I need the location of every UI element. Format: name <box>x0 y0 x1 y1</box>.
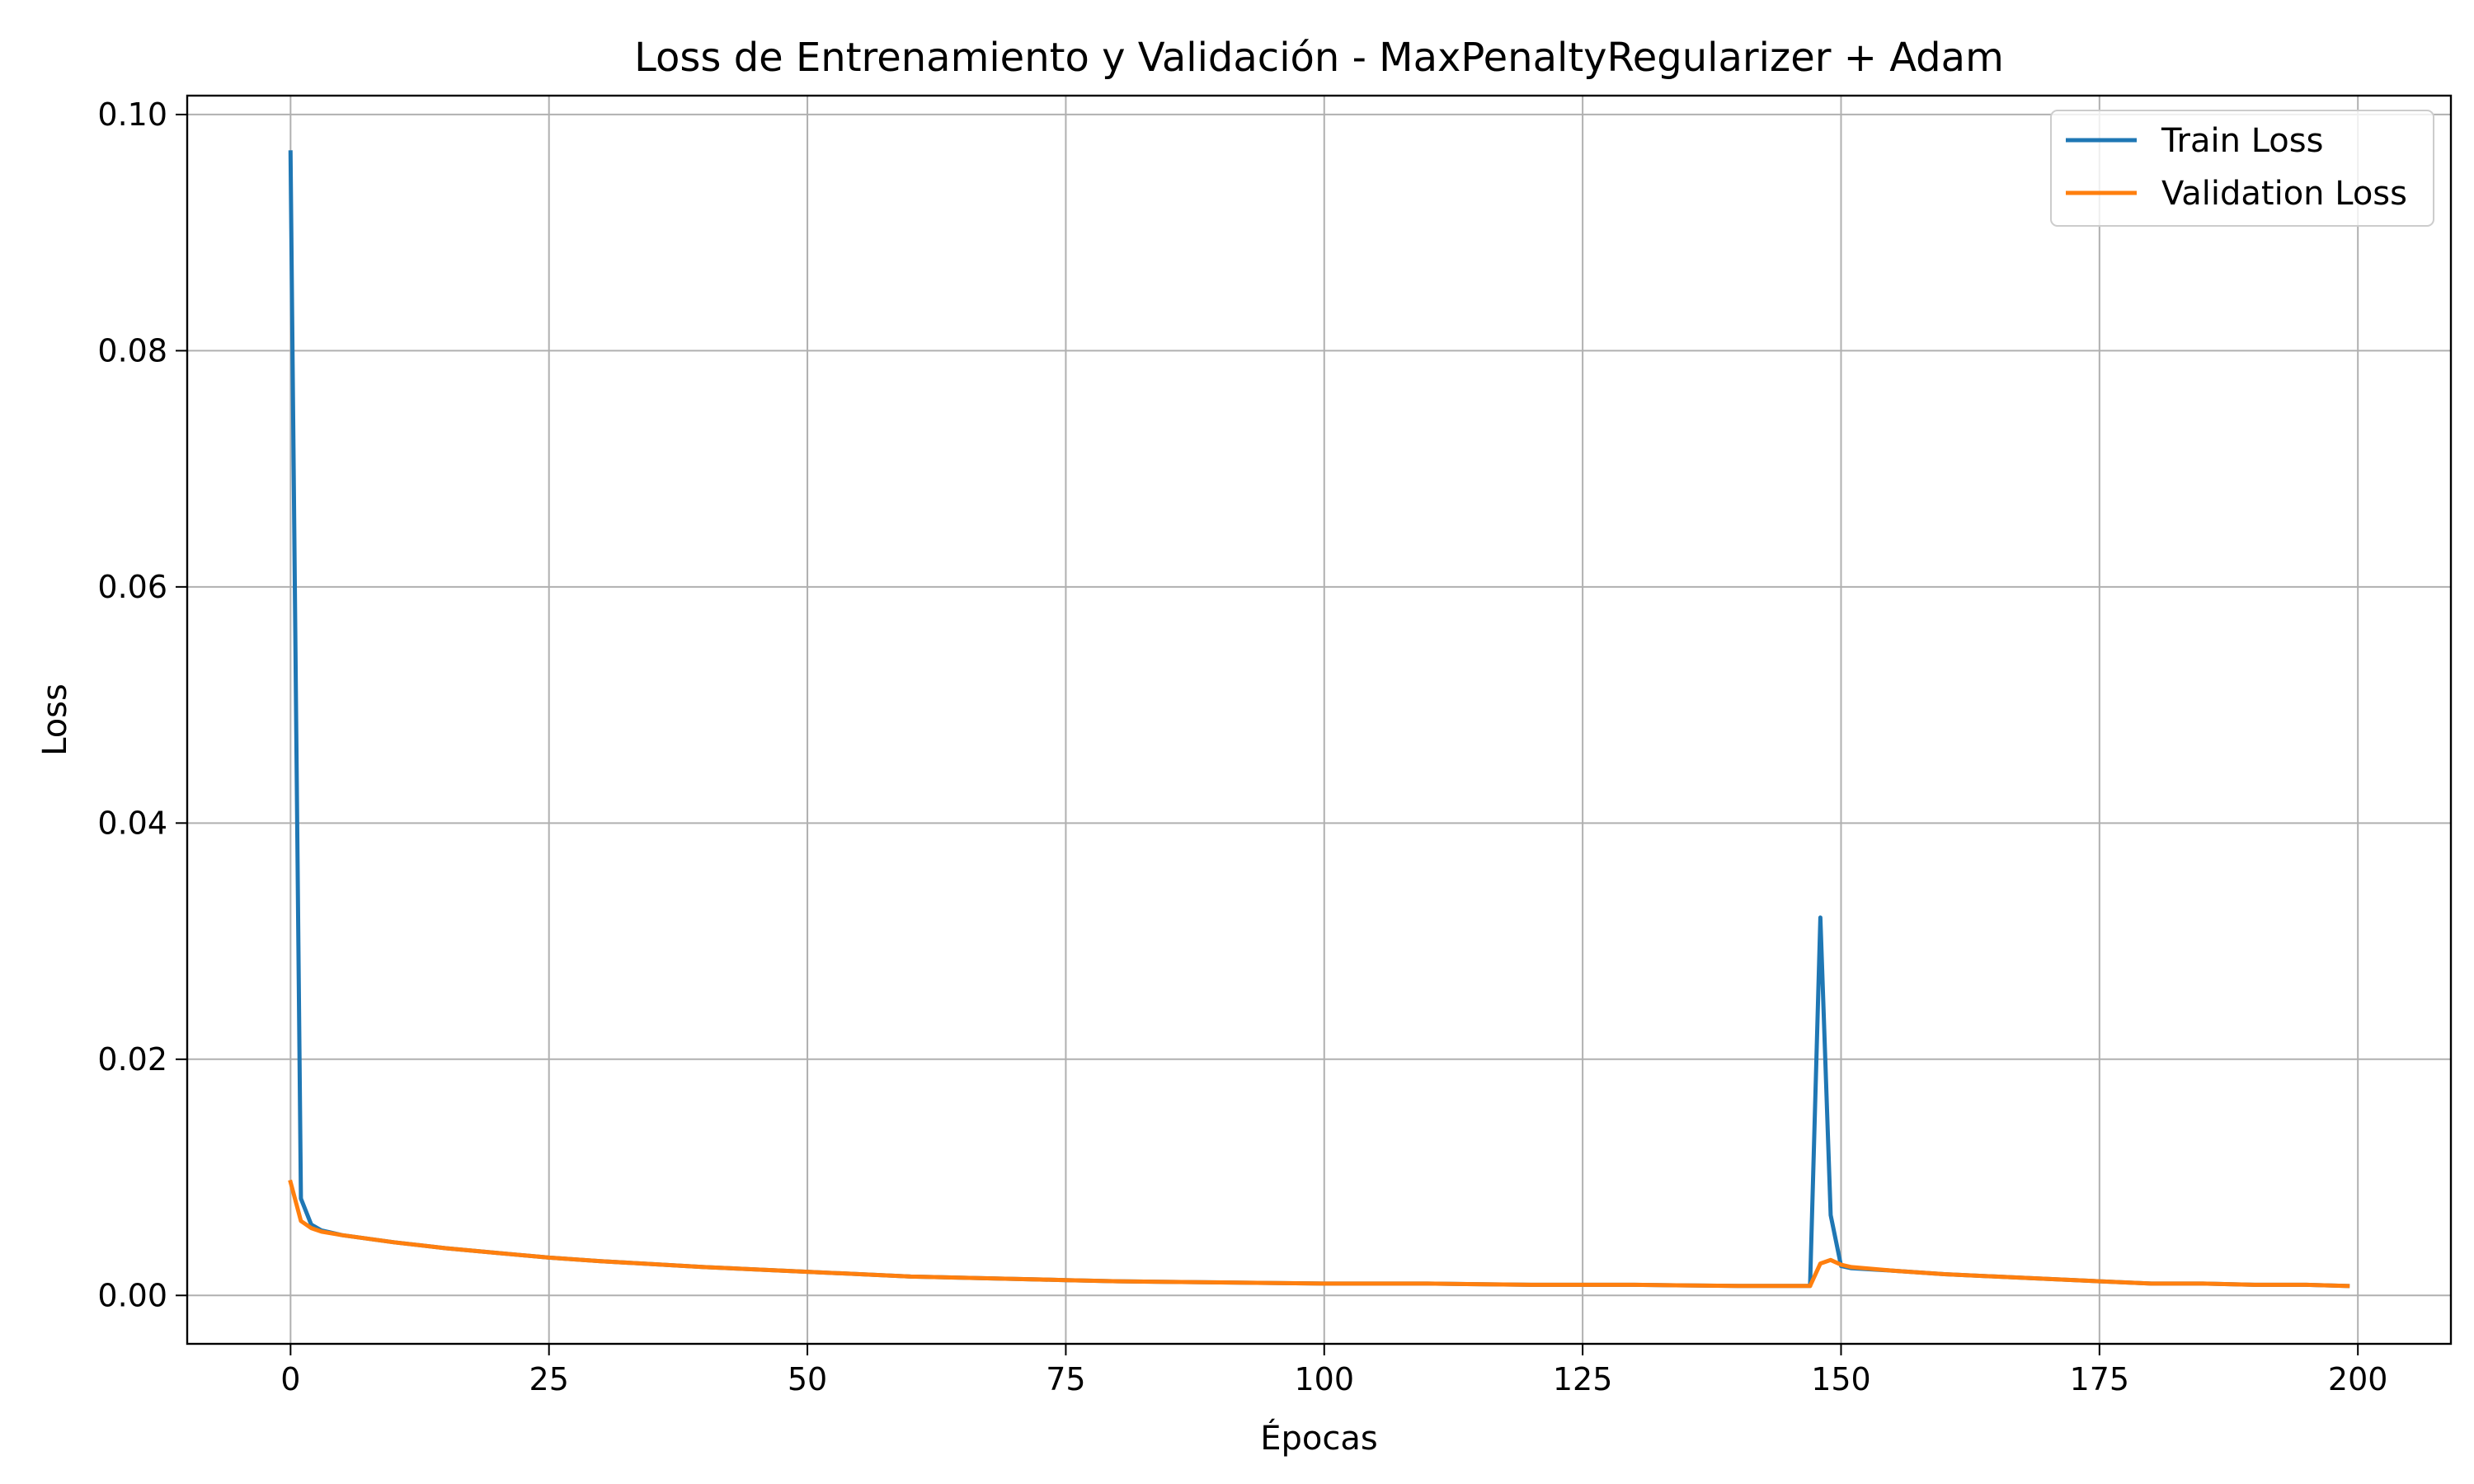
grid <box>187 96 2451 1344</box>
x-tick-label: 175 <box>2070 1361 2130 1397</box>
y-tick-label: 0.04 <box>97 805 167 841</box>
legend-label-train-loss: Train Loss <box>2161 122 2323 160</box>
y-axis-label: Loss <box>36 683 74 756</box>
y-tick-label: 0.02 <box>97 1041 167 1078</box>
chart-title: Loss de Entrenamiento y Validación - Max… <box>634 35 2004 81</box>
x-tick-label: 50 <box>788 1361 827 1397</box>
plot-frame <box>186 94 2453 1345</box>
y-tick-label: 0.06 <box>97 569 167 605</box>
series-group <box>288 150 2350 1289</box>
x-tick-label: 75 <box>1046 1361 1085 1397</box>
x-axis-label: Épocas <box>1260 1418 1377 1458</box>
x-tick-label: 25 <box>529 1361 569 1397</box>
x-tick-label: 125 <box>1553 1361 1613 1397</box>
x-tick-label: 150 <box>1811 1361 1871 1397</box>
ticks-group: 0 25 50 75 100 125 150 175 200 0.00 0.02 0.04 0.06 0.… <box>97 96 2387 1397</box>
x-tick-label: 200 <box>2328 1361 2388 1397</box>
legend-label-validation-loss: Validation Loss <box>2161 175 2407 213</box>
y-tick-label: 0.08 <box>97 332 167 369</box>
y-tick-label: 0.10 <box>97 96 167 133</box>
x-tick-label: 0 <box>280 1361 300 1397</box>
y-tick-label: 0.00 <box>97 1277 167 1313</box>
legend: Train Loss Validation Loss <box>2050 110 2434 227</box>
x-tick-label: 100 <box>1295 1361 1355 1397</box>
series-line-validation-loss <box>288 1179 2350 1289</box>
legend-box <box>2050 110 2434 227</box>
